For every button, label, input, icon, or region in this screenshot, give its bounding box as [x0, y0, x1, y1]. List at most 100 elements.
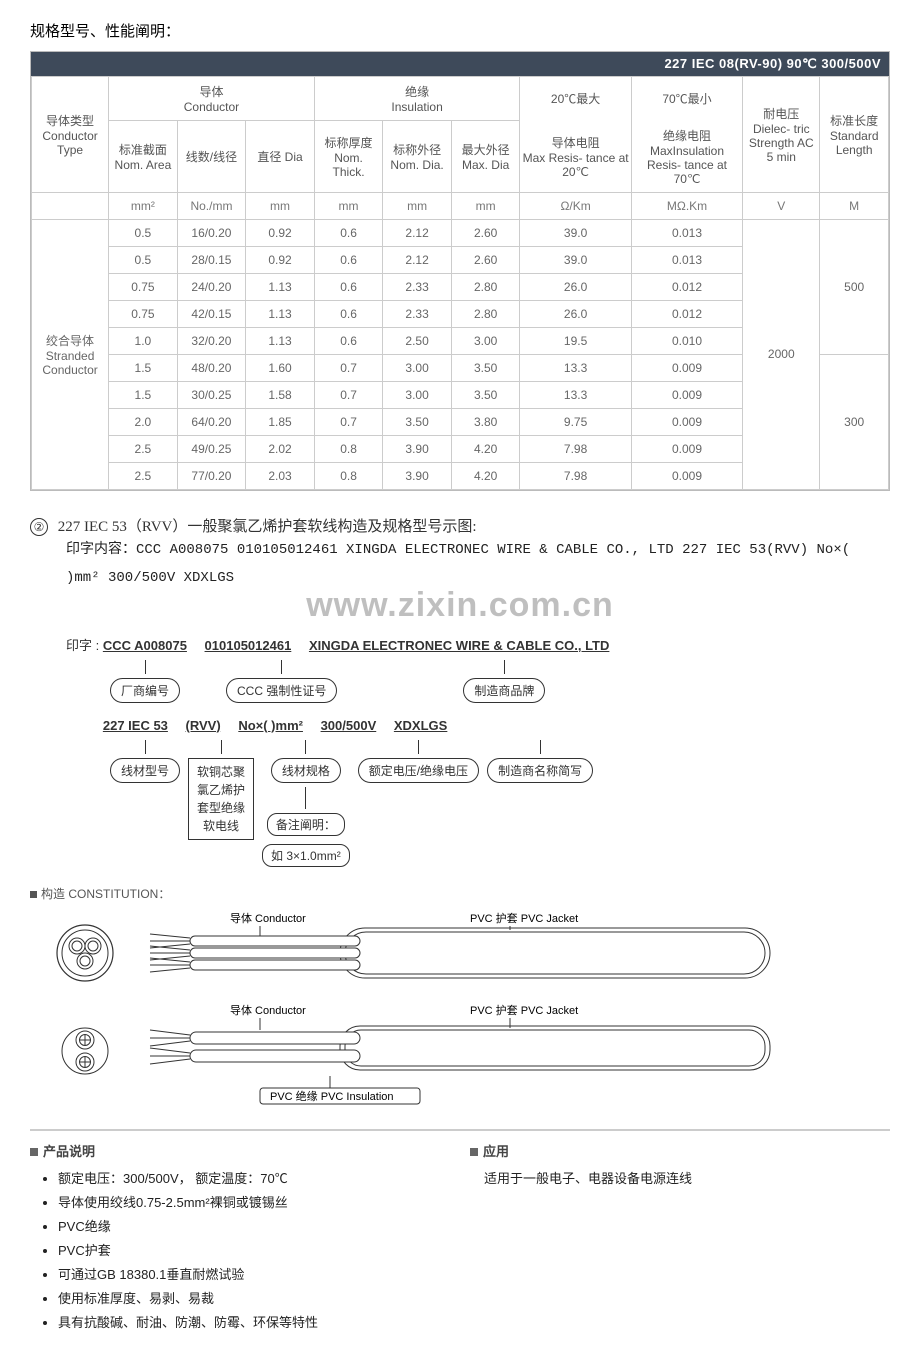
label-conductor: 导体 Conductor	[230, 1003, 306, 1017]
pill-vendor-code: 厂商编号	[110, 678, 180, 703]
cable-2core-side-icon	[150, 1026, 770, 1070]
bottom-section: 产品说明 额定电压：300/500V， 额定温度：70℃导体使用绞线0.75-2…	[30, 1129, 890, 1336]
table-cell: 7.98	[520, 462, 631, 489]
product-description-list: 额定电压：300/500V， 额定温度：70℃ 导体使用绞线0.75-2.5mm²…	[30, 1168, 450, 1331]
list-item: 使用标准厚度、易剥、易裁	[58, 1288, 450, 1307]
print-seg: CCC A008075	[103, 638, 187, 653]
table-cell: 0.6	[314, 327, 383, 354]
th-nom-area: 标准截面 Nom. Area	[109, 121, 178, 193]
table-cell: 0.7	[314, 381, 383, 408]
print-text: CCC A008075 010105012461 XINGDA ELECTRON…	[66, 542, 884, 586]
th-conductor-type: 导体类型 Conductor Type	[32, 77, 109, 193]
constitution-diagram: 导体 Conductor PVC 护套 PVC Jacket 导体 Conduc…	[30, 908, 810, 1108]
table-cell: 0.7	[314, 408, 383, 435]
table-cell: 0.009	[631, 354, 742, 381]
table-cell: 3.80	[451, 408, 520, 435]
print-seg: XDXLGS	[394, 718, 447, 733]
list-item: 可通过GB 18380.1垂直耐燃试验	[58, 1264, 450, 1283]
label-jacket: PVC 护套 PVC Jacket	[470, 911, 578, 925]
note-body: 如 3×1.0mm²	[262, 844, 350, 867]
list-item: 额定电压：300/500V， 额定温度：70℃	[58, 1168, 450, 1187]
table-cell: 3.00	[383, 381, 452, 408]
table-cell: 2.60	[451, 219, 520, 246]
pill-mfr-abbrev: 制造商名称简写	[487, 758, 593, 783]
th-insulation-group: 绝缘 Insulation	[314, 77, 520, 121]
table-cell: 0.92	[246, 246, 315, 273]
table-cell: 49/0.25	[177, 435, 246, 462]
unit: Ω/Km	[520, 192, 631, 219]
section-2-title-text: 227 IEC 53（RVV）一般聚氯乙烯护套软线构造及规格型号示图:	[58, 519, 477, 535]
table-cell: 0.009	[631, 435, 742, 462]
table-cell: 0.013	[631, 246, 742, 273]
table-cell: 9.75	[520, 408, 631, 435]
unit: mm	[451, 192, 520, 219]
product-description-column: 产品说明 额定电压：300/500V， 额定温度：70℃导体使用绞线0.75-2…	[30, 1141, 450, 1336]
table-cell: 3.00	[451, 327, 520, 354]
print-seg: 227 IEC 53	[103, 718, 168, 733]
table-cell: 0.6	[314, 246, 383, 273]
label-conductor: 导体 Conductor	[230, 911, 306, 925]
table-cell: 4.20	[451, 435, 520, 462]
unit: mm	[383, 192, 452, 219]
table-cell: 0.7	[314, 354, 383, 381]
table-cell: 2.60	[451, 246, 520, 273]
section-2: ② 227 IEC 53（RVV）一般聚氯乙烯护套软线构造及规格型号示图: 印字…	[30, 515, 890, 625]
table-cell: 0.010	[631, 327, 742, 354]
page-title: 规格型号、性能阐明：	[30, 20, 890, 41]
table-cell: 39.0	[520, 246, 631, 273]
unit: M	[820, 192, 889, 219]
print-row-1: 厂商编号 CCC 强制性证号 制造商品牌	[110, 660, 890, 703]
th-dia: 直径 Dia	[246, 121, 315, 193]
unit: V	[743, 192, 820, 219]
unit: No./mm	[177, 192, 246, 219]
unit: mm²	[109, 192, 178, 219]
table-cell: 0.75	[109, 300, 178, 327]
table-cell: 1.5	[109, 381, 178, 408]
table-cell: 1.85	[246, 408, 315, 435]
table-cell: 1.0	[109, 327, 178, 354]
table-cell: 13.3	[520, 354, 631, 381]
print-line-2: 印字 : 227 IEC 53 (RVV) No×( )mm² 300/500V…	[66, 715, 890, 734]
table-cell: 0.5	[109, 246, 178, 273]
print-seg: XINGDA ELECTRONEC WIRE & CABLE CO., LTD	[309, 638, 609, 653]
unit: mm	[246, 192, 315, 219]
table-cell: 0.6	[314, 219, 383, 246]
table-cell: 39.0	[520, 219, 631, 246]
table-cell: 2.0	[109, 408, 178, 435]
print-label: 印字内容：	[66, 542, 136, 558]
application-text: 适用于一般电子、电器设备电源连线	[470, 1168, 890, 1187]
print-row-2: 线材型号 软铜芯聚 氯乙烯护 套型绝缘 软电线 线材规格 备注阐明： 如 3×1…	[110, 740, 890, 867]
constitution-title-text: 构造 CONSTITUTION：	[41, 887, 170, 901]
th-max-dia: 最大外径 Max. Dia	[451, 121, 520, 193]
table-cell: 1.5	[109, 354, 178, 381]
table-cell: 0.5	[109, 219, 178, 246]
table-cell: 2.03	[246, 462, 315, 489]
table-row: 绞合导体 Stranded Conductor0.516/0.200.920.6…	[32, 219, 889, 246]
application-title: 应用	[470, 1141, 890, 1160]
cable-2core-cross-section-icon	[62, 1028, 108, 1074]
table-cell: 1.13	[246, 273, 315, 300]
table-cell: 0.009	[631, 381, 742, 408]
pill-wire-model: 线材型号	[110, 758, 180, 783]
label-jacket: PVC 护套 PVC Jacket	[470, 1003, 578, 1017]
table-cell: 24/0.20	[177, 273, 246, 300]
list-item: 导体使用绞线0.75-2.5mm²裸铜或镀锡丝	[58, 1192, 450, 1211]
unit: mm	[314, 192, 383, 219]
label-insulation: PVC 绝缘 PVC Insulation	[270, 1089, 394, 1103]
table-cell: 2.02	[246, 435, 315, 462]
table-cell: 64/0.20	[177, 408, 246, 435]
table-cell: 2.80	[451, 300, 520, 327]
table-cell: 2.12	[383, 246, 452, 273]
application-column: 应用 适用于一般电子、电器设备电源连线	[470, 1141, 890, 1336]
print-seg: (RVV)	[186, 718, 221, 733]
table-cell: 0.009	[631, 408, 742, 435]
box-insulation-desc: 软铜芯聚 氯乙烯护 套型绝缘 软电线	[188, 758, 254, 840]
table-cell: 0.8	[314, 435, 383, 462]
table-cell: 3.00	[383, 354, 452, 381]
table-cell: 2.33	[383, 300, 452, 327]
table-cell: 1.60	[246, 354, 315, 381]
table-cell: 0.012	[631, 273, 742, 300]
table-cell: 3.50	[451, 381, 520, 408]
table-cell: 13.3	[520, 381, 631, 408]
unit: MΩ.Km	[631, 192, 742, 219]
